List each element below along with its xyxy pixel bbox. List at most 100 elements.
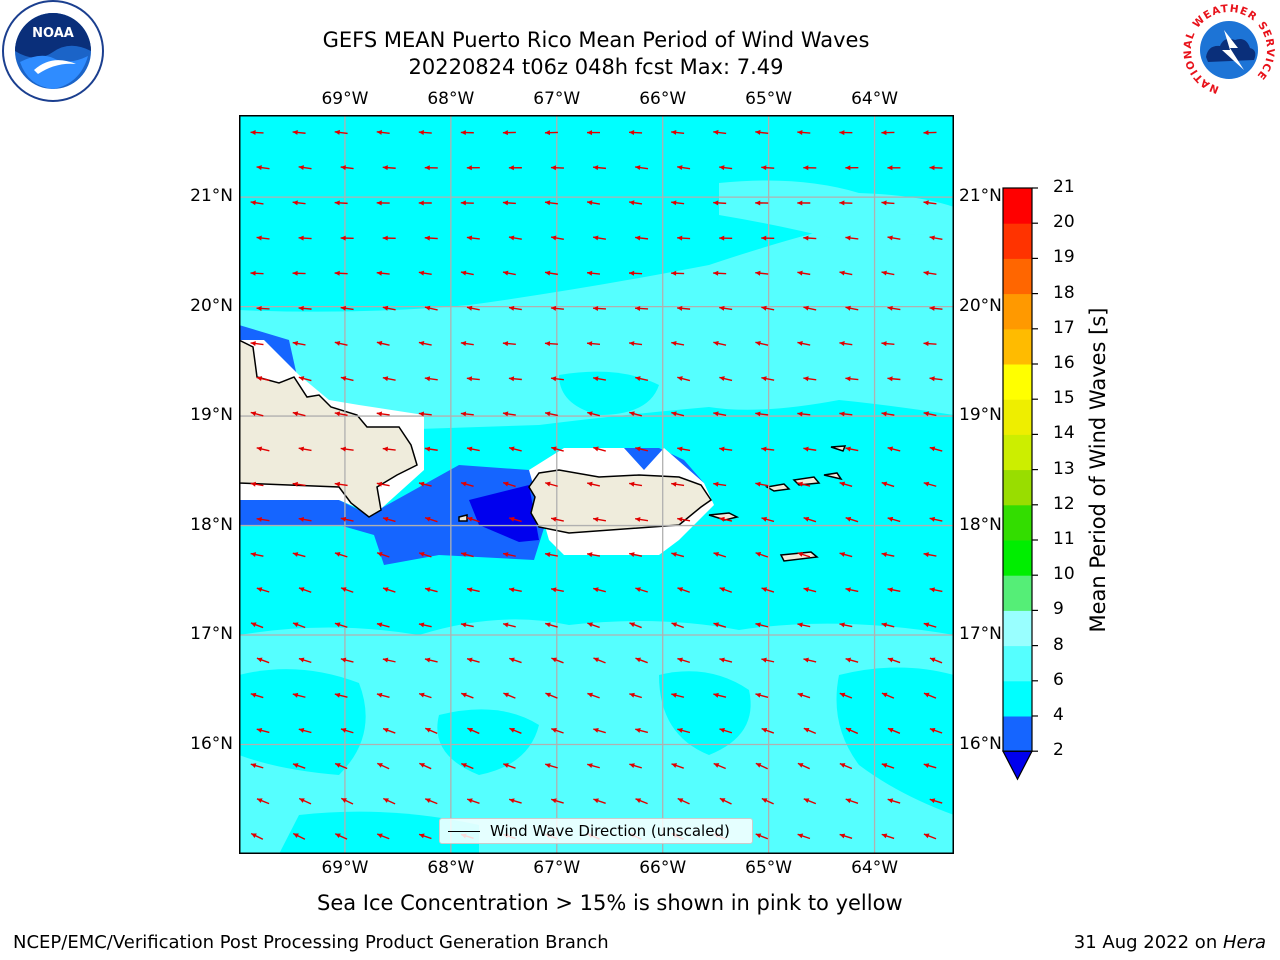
wave-direction-arrow: [383, 797, 396, 805]
wave-direction-arrow: [755, 692, 769, 699]
wave-direction-arrow: [292, 552, 306, 558]
wave-direction-arrow: [508, 446, 522, 452]
wave-direction-arrow: [334, 270, 348, 276]
colorbar-segment: [1003, 223, 1032, 259]
colorbar-segment: [1003, 716, 1032, 752]
wave-direction-arrow: [551, 727, 564, 734]
wave-direction-arrow: [382, 727, 396, 734]
wave-direction-arrow: [256, 446, 270, 452]
wave-direction-arrow: [761, 587, 775, 593]
wave-direction-arrow: [719, 797, 732, 805]
wave-direction-arrow: [755, 622, 769, 628]
wave-direction-arrow: [839, 692, 853, 699]
colorbar-tick-label: 14: [1053, 423, 1075, 444]
wave-direction-arrow: [256, 728, 270, 734]
wave-direction-arrow: [923, 411, 937, 417]
wave-direction-arrow: [881, 622, 895, 628]
wave-direction-arrow: [256, 305, 270, 311]
wave-direction-arrow: [923, 481, 937, 487]
wave-direction-arrow: [424, 376, 438, 382]
wave-direction-arrow: [797, 833, 811, 840]
wave-direction-arrow: [713, 200, 727, 206]
lat-label-left: 20°N: [190, 295, 233, 316]
wave-direction-arrow: [508, 516, 522, 523]
wave-direction-arrow: [340, 376, 354, 382]
wave-direction-arrow: [593, 446, 606, 452]
colorbar-tick-label: 10: [1053, 564, 1075, 585]
colorbar-segment: [1003, 469, 1032, 506]
wave-direction-arrow: [545, 763, 558, 769]
wave-direction-arrow: [881, 341, 895, 347]
wave-direction-arrow: [797, 692, 811, 699]
wave-direction-arrow: [292, 763, 306, 769]
wave-direction-arrow: [587, 763, 600, 769]
wave-direction-arrow: [382, 516, 396, 523]
wave-direction-arrow: [292, 129, 306, 135]
colorbar-segment: [1003, 258, 1032, 295]
wave-direction-arrow: [502, 270, 516, 276]
lon-label-bottom: 66°W: [639, 858, 687, 878]
wave-direction-arrow: [340, 516, 354, 522]
wave-direction-arrow: [593, 657, 606, 664]
colorbar-tick-label: 9: [1053, 599, 1064, 620]
chart-title: GEFS MEAN Puerto Rico Mean Period of Win…: [322, 28, 870, 52]
wave-direction-arrow: [887, 305, 901, 311]
wave-direction-arrow: [803, 305, 817, 311]
map-panel: [239, 115, 954, 854]
wave-direction-arrow: [677, 305, 691, 311]
colorbar-segment: [1003, 364, 1032, 400]
wave-direction-arrow: [635, 798, 648, 805]
wave-direction-arrow: [550, 165, 564, 171]
colorbar-segment: [1003, 645, 1032, 682]
wave-direction-arrow: [629, 411, 643, 417]
wave-direction-arrow: [719, 728, 733, 734]
map-legend: Wind Wave Direction (unscaled): [439, 818, 753, 844]
wave-direction-arrow: [502, 552, 516, 558]
wave-direction-arrow: [292, 481, 306, 487]
lon-label-bottom: 65°W: [745, 858, 793, 878]
wave-direction-arrow: [550, 587, 564, 593]
colorbar-tick-label: 16: [1053, 353, 1075, 373]
wave-direction-arrow: [923, 622, 937, 628]
wave-direction-arrow: [929, 235, 943, 241]
wave-direction-arrow: [424, 165, 438, 171]
wave-direction-arrow: [839, 622, 853, 628]
wave-direction-arrow: [797, 340, 811, 346]
lon-label-bottom: 68°W: [427, 858, 475, 878]
wave-direction-arrow: [340, 728, 354, 734]
hispaniola-land: [239, 339, 418, 518]
wave-direction-arrow: [755, 411, 769, 417]
wave-direction-arrow: [298, 516, 312, 522]
wave-direction-arrow: [635, 446, 649, 452]
wave-direction-arrow: [629, 341, 643, 347]
wave-direction-arrow: [544, 411, 558, 417]
wave-direction-arrow: [797, 411, 811, 417]
wave-direction-arrow: [424, 657, 438, 663]
wave-direction-arrow: [635, 657, 648, 664]
puerto-rico-land: [528, 469, 713, 534]
colorbar-tick-label: 2: [1053, 740, 1064, 761]
wave-direction-arrow: [550, 305, 564, 311]
wave-direction-arrow: [382, 305, 396, 311]
wave-direction-arrow: [881, 552, 895, 558]
lon-label-bottom: 69°W: [321, 858, 369, 878]
wave-direction-arrow: [629, 763, 642, 769]
wave-direction-arrow: [761, 235, 775, 241]
lon-label-bottom: 64°W: [851, 858, 899, 878]
wave-direction-arrow: [460, 341, 474, 346]
wave-direction-arrow: [424, 587, 438, 593]
wave-direction-arrow: [292, 832, 306, 840]
sea-ice-caption: Sea Ice Concentration > 15% is shown in …: [317, 891, 903, 915]
wave-direction-arrow: [502, 481, 516, 488]
period-4-6-patches: [239, 371, 954, 854]
wave-direction-arrow: [250, 130, 264, 136]
wave-direction-arrow: [340, 165, 354, 171]
wave-direction-arrow: [419, 762, 432, 770]
wave-direction-arrow: [593, 798, 606, 804]
wave-direction-arrow: [881, 270, 895, 276]
wave-direction-arrow: [460, 481, 474, 487]
wave-direction-arrow: [466, 587, 480, 593]
wave-direction-arrow: [418, 481, 432, 487]
wave-direction-arrow: [334, 833, 348, 840]
wave-direction-arrow: [677, 165, 691, 171]
